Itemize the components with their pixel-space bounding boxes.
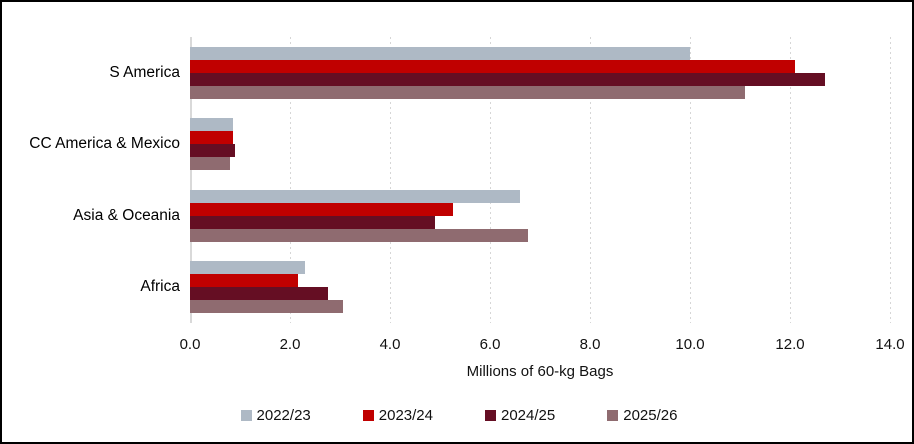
bar-africa-2022-23 xyxy=(190,261,305,275)
bar-s-america-2023-24 xyxy=(190,59,795,73)
category-axis: S America CC America & Mexico Asia & Ocean… xyxy=(2,37,180,323)
gridline xyxy=(489,37,491,323)
bar-cc-america-mexico-2025-26 xyxy=(190,157,230,171)
bar-s-america-2025-26 xyxy=(190,85,745,99)
x-axis-ticks: 0.0 2.0 4.0 6.0 8.0 10.0 12.0 14.0 xyxy=(2,336,912,356)
legend-label: 2025/26 xyxy=(623,407,678,424)
x-tick-label: 0.0 xyxy=(179,336,201,353)
bar-asia-oceania-2024-25 xyxy=(190,215,435,229)
legend-swatch xyxy=(485,410,496,421)
category-label-s-america: S America xyxy=(109,63,180,81)
legend-label: 2023/24 xyxy=(378,407,433,424)
legend-item-2025-26: 2025/26 xyxy=(607,407,677,424)
category-label-cc-america-mexico: CC America & Mexico xyxy=(29,135,180,153)
legend-label: 2024/25 xyxy=(501,407,556,424)
legend-item-2022-23: 2022/23 xyxy=(240,407,311,424)
gridline xyxy=(389,37,391,323)
gridline xyxy=(789,37,791,323)
bar-s-america-2022-23 xyxy=(190,46,690,60)
x-tick-label: 8.0 xyxy=(579,336,601,353)
bar-asia-oceania-2022-23 xyxy=(190,189,520,203)
bar-cc-america-mexico-2024-25 xyxy=(190,144,235,158)
legend-swatch xyxy=(607,410,619,421)
legend-swatch xyxy=(362,410,374,421)
legend-item-2024-25: 2024/25 xyxy=(485,407,555,424)
x-tick-label: 6.0 xyxy=(479,336,501,353)
bar-africa-2024-25 xyxy=(190,287,328,301)
category-label-asia-oceania: Asia & Oceania xyxy=(73,206,180,224)
bar-africa-2023-24 xyxy=(190,274,298,288)
legend-label: 2022/23 xyxy=(256,407,311,424)
bar-asia-oceania-2025-26 xyxy=(190,228,528,242)
x-tick-label: 12.0 xyxy=(775,336,805,353)
gridline xyxy=(589,37,591,323)
x-tick-label: 10.0 xyxy=(675,336,705,353)
gridline xyxy=(689,37,691,323)
bar-cc-america-mexico-2022-23 xyxy=(190,118,233,132)
gridline xyxy=(289,37,291,323)
bar-asia-oceania-2023-24 xyxy=(190,202,453,216)
y-axis-line xyxy=(190,37,192,323)
bar-africa-2025-26 xyxy=(190,300,343,314)
bar-cc-america-mexico-2023-24 xyxy=(190,131,233,145)
legend: 2022/23 2023/24 2024/25 2025/26 xyxy=(2,407,912,424)
gridline xyxy=(889,37,891,323)
x-axis-title: Millions of 60-kg Bags xyxy=(466,363,614,380)
bar-s-america-2024-25 xyxy=(190,72,825,86)
x-tick-label: 14.0 xyxy=(875,336,905,353)
x-tick-label: 2.0 xyxy=(279,336,301,353)
legend-swatch xyxy=(240,410,252,421)
x-tick-label: 4.0 xyxy=(379,336,401,353)
legend-item-2023-24: 2023/24 xyxy=(362,407,433,424)
category-label-africa: Africa xyxy=(140,278,180,296)
plot-area xyxy=(190,37,891,323)
